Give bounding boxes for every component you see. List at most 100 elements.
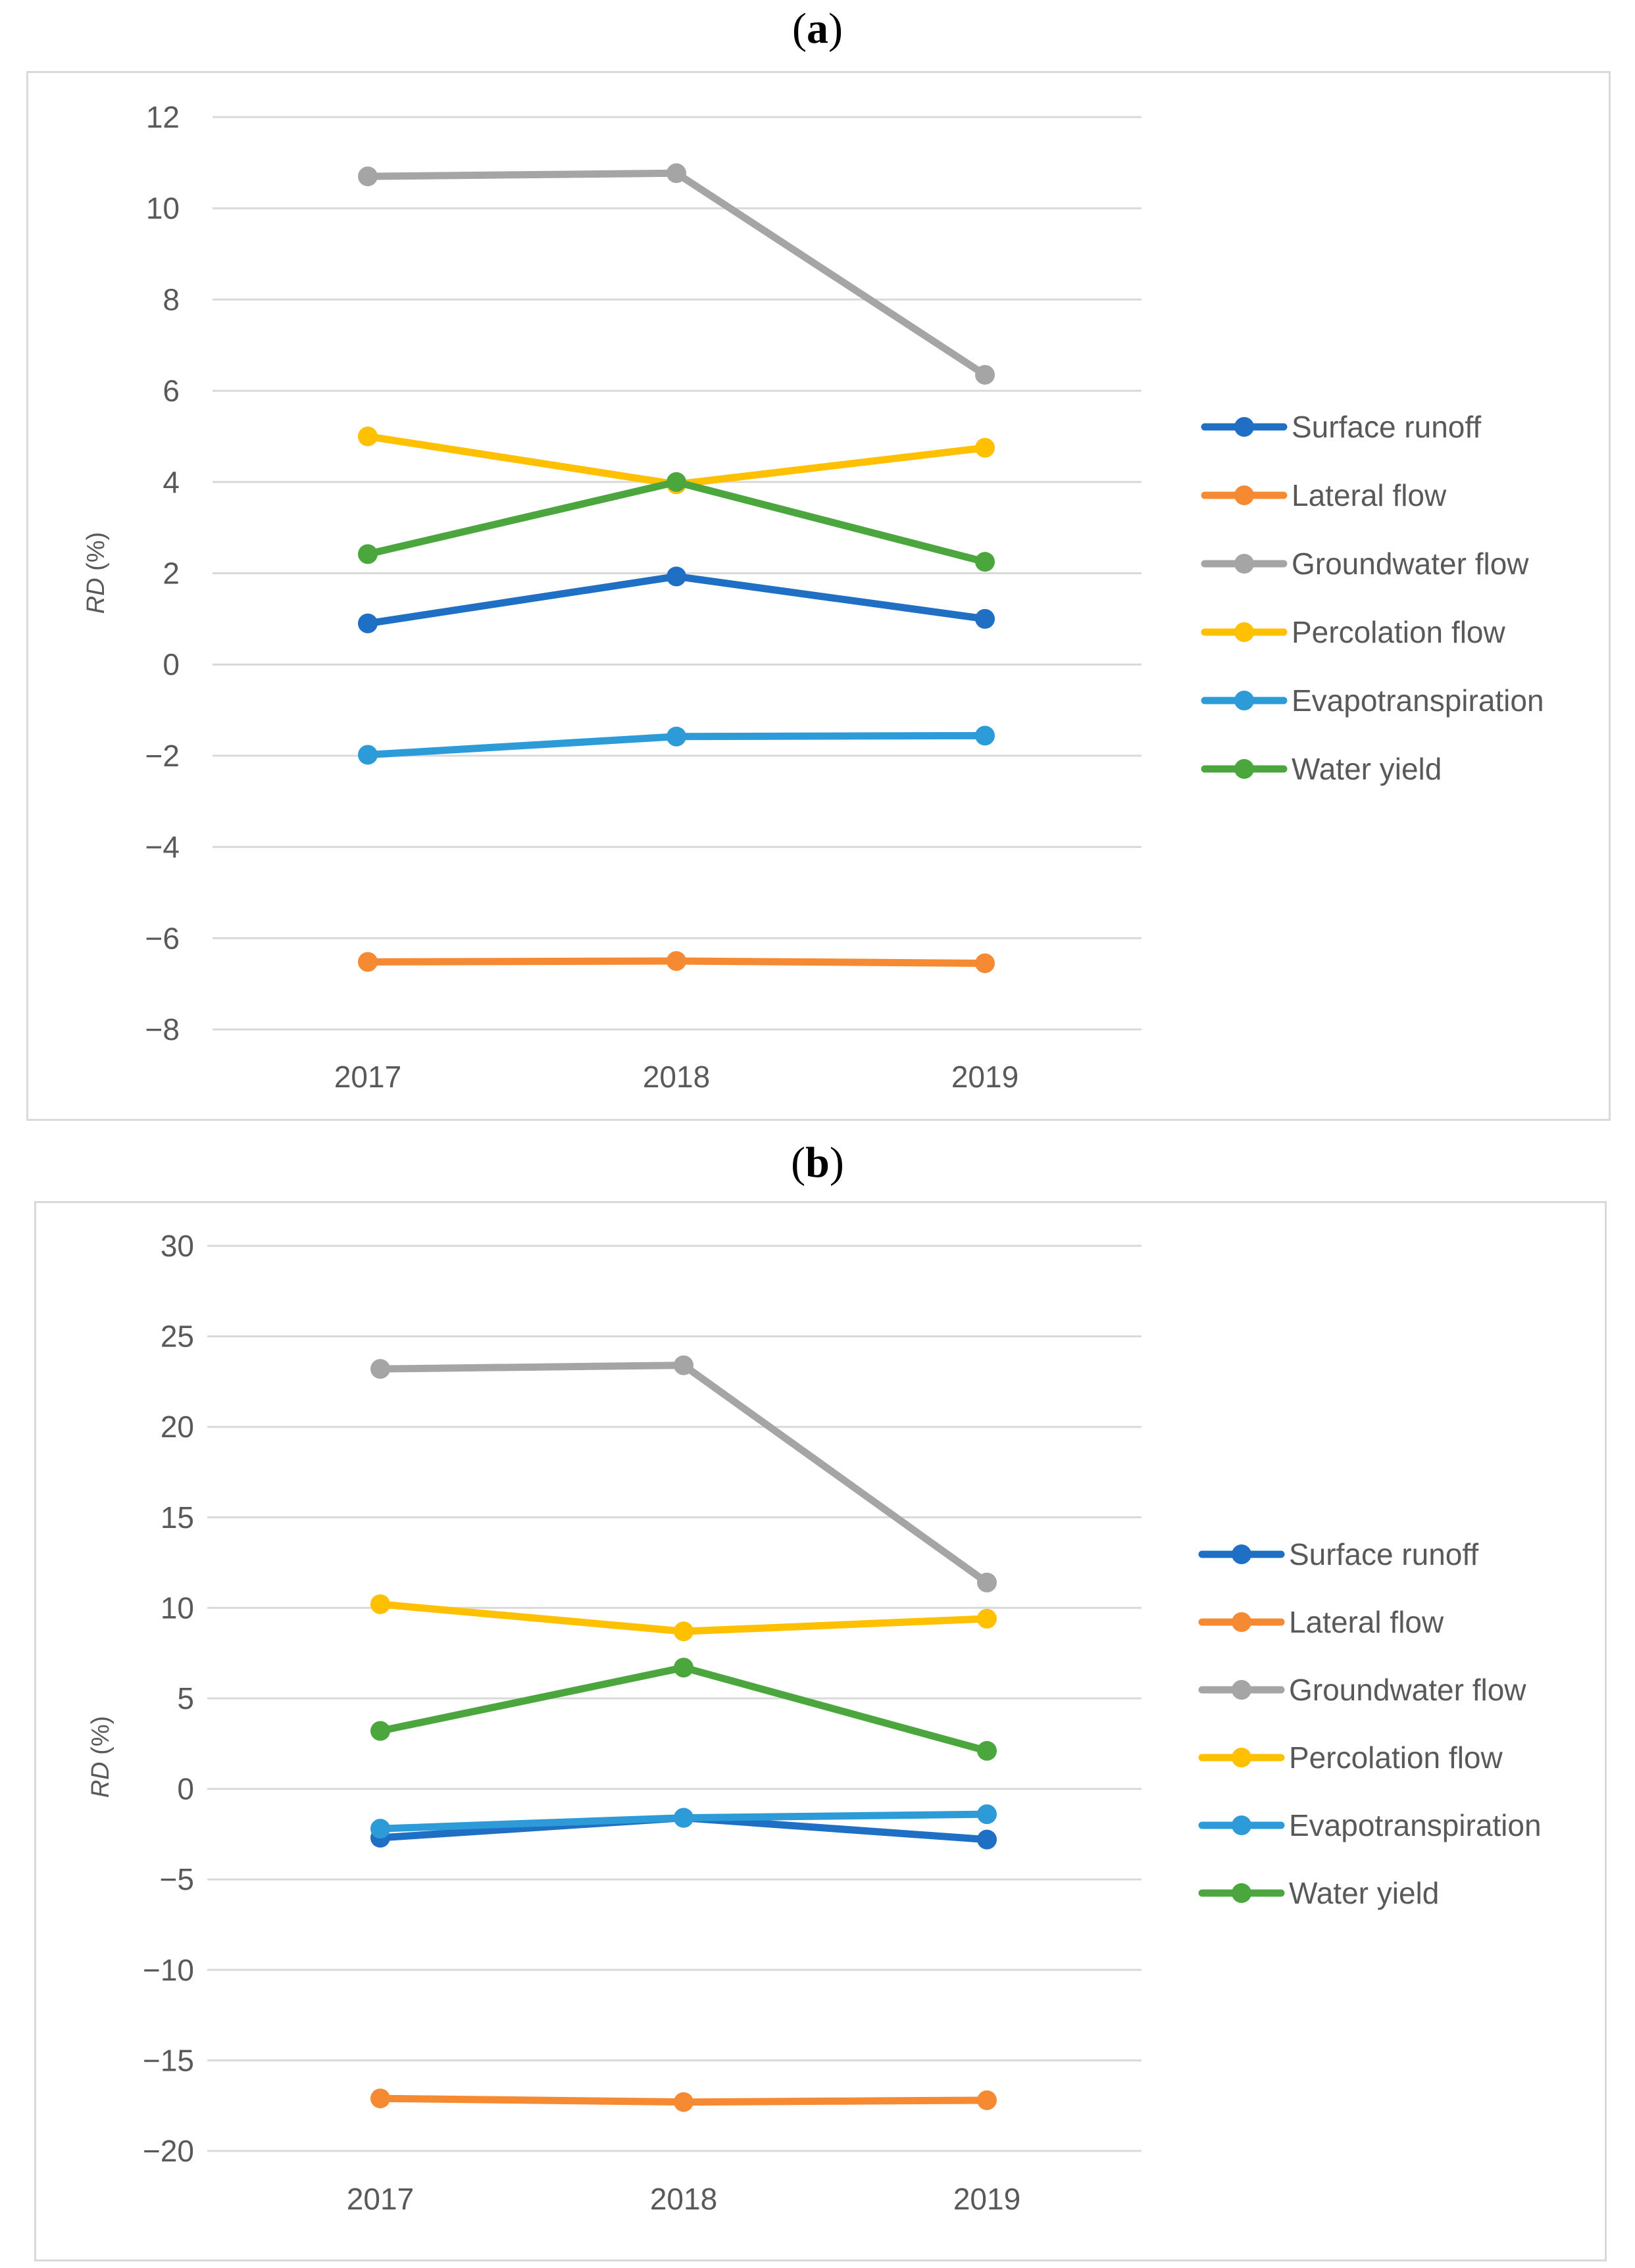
- data-point-groundwater-flow: [975, 364, 995, 385]
- x-tick-label: 2019: [951, 1060, 1019, 1094]
- y-axis-ticks: 30 25 20 15 10 5 0 −5 −10 −15 −20: [143, 1229, 194, 2168]
- y-tick-label: −6: [145, 921, 180, 955]
- legend-label-evapotranspiration: Evapotranspiration: [1292, 683, 1544, 718]
- x-axis-ticks: 2017 2018 2019: [334, 1060, 1019, 1094]
- y-tick-label: 30: [161, 1229, 194, 1263]
- data-point-groundwater-flow: [358, 166, 378, 187]
- data-point-percolation-flow: [674, 1621, 693, 1642]
- legend-marker-evapotranspiration: [1232, 1815, 1251, 1835]
- series-group: [358, 163, 995, 974]
- line-chart-b: 30 25 20 15 10 5 0 −5 −10 −15 −20 2017 2018 2019 RD (%…: [87, 1229, 1542, 2216]
- line-chart-a: 12 10 8 6 4 2 0 −2 −4 −6 −8 2017 2018 2019 RD (%) Surfa…: [82, 100, 1544, 1094]
- x-tick-label: 2017: [347, 2182, 414, 2216]
- legend-marker-percolation-flow: [1234, 622, 1254, 642]
- data-point-groundwater-flow: [977, 1572, 997, 1592]
- data-point-water-yield: [667, 472, 686, 492]
- data-point-evapotranspiration: [667, 726, 686, 747]
- legend-marker-surface-runoff: [1232, 1544, 1251, 1564]
- legend-marker-groundwater-flow: [1234, 554, 1254, 574]
- y-axis-title: RD (%): [87, 1716, 114, 1798]
- data-point-lateral-flow: [674, 2092, 693, 2112]
- legend-label-surface-runoff: Surface runoff: [1292, 410, 1481, 444]
- y-tick-label: 20: [161, 1410, 194, 1444]
- y-tick-label: 0: [163, 647, 180, 681]
- series-line-water-yield: [376, 1664, 991, 1755]
- y-tick-label: −8: [145, 1012, 180, 1047]
- legend-label-surface-runoff: Surface runoff: [1289, 1537, 1478, 1571]
- legend-marker-water-yield: [1234, 759, 1254, 779]
- data-point-surface-runoff: [358, 613, 378, 633]
- data-point-water-yield: [975, 552, 995, 572]
- y-tick-label: 0: [177, 1772, 194, 1806]
- y-tick-label: 4: [163, 465, 180, 499]
- legend-label-evapotranspiration: Evapotranspiration: [1289, 1808, 1542, 1842]
- y-tick-label: 10: [146, 191, 180, 226]
- y-tick-label: 25: [161, 1319, 194, 1354]
- data-point-lateral-flow: [667, 950, 686, 971]
- series-line-groundwater-flow: [364, 169, 989, 379]
- legend-label-percolation-flow: Percolation flow: [1292, 615, 1505, 649]
- data-point-evapotranspiration: [674, 1808, 693, 1828]
- legend-marker-water-yield: [1232, 1883, 1251, 1903]
- panel-label-b: (b): [791, 1139, 844, 1187]
- y-tick-label: −2: [145, 739, 180, 773]
- series-line-groundwater-flow: [376, 1362, 991, 1587]
- data-point-lateral-flow: [975, 953, 995, 974]
- y-tick-label: −5: [160, 1862, 194, 1896]
- legend-label-water-yield: Water yield: [1289, 1876, 1439, 1910]
- legend-label-percolation-flow: Percolation flow: [1289, 1740, 1503, 1775]
- gridlines: [207, 1245, 1142, 2152]
- data-point-water-yield: [370, 1721, 390, 1741]
- data-point-surface-runoff: [667, 566, 686, 587]
- y-tick-label: 5: [177, 1681, 194, 1715]
- legend-marker-percolation-flow: [1232, 1748, 1251, 1767]
- data-point-water-yield: [358, 544, 378, 564]
- y-tick-label: 12: [146, 100, 180, 134]
- data-point-groundwater-flow: [370, 1359, 390, 1379]
- data-point-groundwater-flow: [667, 163, 686, 184]
- data-point-lateral-flow: [977, 2090, 997, 2110]
- legend-marker-lateral-flow: [1234, 485, 1254, 505]
- data-point-evapotranspiration: [977, 1804, 997, 1825]
- legend-label-water-yield: Water yield: [1292, 752, 1442, 786]
- y-tick-label: 8: [163, 282, 180, 316]
- y-tick-label: −15: [143, 2043, 194, 2077]
- data-point-water-yield: [977, 1740, 997, 1761]
- y-tick-label: 15: [161, 1500, 194, 1535]
- chart-panel-b: 30 25 20 15 10 5 0 −5 −10 −15 −20 2017 2018 2019 RD (%…: [34, 1201, 1607, 2261]
- x-axis-ticks: 2017 2018 2019: [347, 2182, 1020, 2216]
- data-point-percolation-flow: [975, 437, 995, 458]
- panel-label-a: (a): [792, 5, 843, 53]
- legend-marker-surface-runoff: [1234, 417, 1254, 437]
- y-tick-label: −20: [143, 2134, 194, 2168]
- legend: Surface runoff Lateral flow Groundwater fl…: [1201, 410, 1544, 786]
- legend-label-groundwater-flow: Groundwater flow: [1289, 1673, 1526, 1707]
- legend-label-groundwater-flow: Groundwater flow: [1292, 547, 1529, 581]
- x-tick-label: 2017: [334, 1060, 401, 1094]
- data-point-evapotranspiration: [975, 726, 995, 746]
- data-point-percolation-flow: [370, 1594, 390, 1614]
- data-point-surface-runoff: [975, 608, 995, 629]
- data-point-water-yield: [674, 1658, 693, 1678]
- y-tick-label: −4: [145, 830, 180, 864]
- data-point-groundwater-flow: [674, 1355, 693, 1375]
- legend-marker-lateral-flow: [1232, 1612, 1251, 1632]
- y-tick-label: 10: [161, 1590, 194, 1625]
- series-group: [370, 1355, 997, 2112]
- data-point-percolation-flow: [358, 426, 378, 447]
- x-tick-label: 2019: [953, 2182, 1020, 2216]
- data-point-evapotranspiration: [358, 745, 378, 765]
- data-point-evapotranspiration: [370, 1819, 390, 1839]
- y-axis-title: RD (%): [82, 532, 110, 614]
- x-tick-label: 2018: [643, 1060, 710, 1094]
- y-tick-label: 2: [163, 556, 180, 591]
- data-point-percolation-flow: [977, 1608, 997, 1629]
- legend-label-lateral-flow: Lateral flow: [1292, 478, 1447, 512]
- legend: Surface runoff Lateral flow Groundwater fl…: [1198, 1537, 1542, 1910]
- legend-marker-evapotranspiration: [1234, 691, 1254, 710]
- x-tick-label: 2018: [650, 2182, 717, 2216]
- data-point-lateral-flow: [370, 2088, 390, 2109]
- y-tick-label: 6: [163, 374, 180, 408]
- data-point-surface-runoff: [977, 1829, 997, 1850]
- data-point-lateral-flow: [358, 952, 378, 972]
